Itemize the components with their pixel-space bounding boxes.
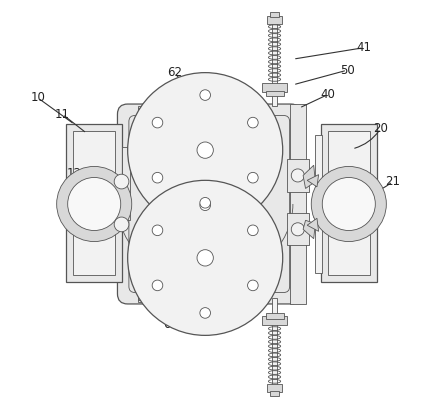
Bar	[262, 83, 287, 92]
Circle shape	[114, 217, 129, 232]
Circle shape	[128, 180, 283, 335]
Circle shape	[152, 280, 163, 290]
FancyBboxPatch shape	[117, 104, 301, 304]
Bar	[270, 12, 280, 17]
Bar	[267, 384, 282, 392]
Circle shape	[68, 177, 121, 231]
Bar	[138, 293, 172, 302]
Circle shape	[200, 308, 210, 318]
Bar	[138, 106, 172, 115]
Circle shape	[248, 280, 258, 291]
Circle shape	[152, 118, 163, 128]
Circle shape	[200, 90, 210, 100]
Circle shape	[200, 200, 210, 211]
Bar	[262, 316, 287, 325]
Bar	[218, 106, 252, 115]
Bar	[138, 296, 252, 300]
Text: 12: 12	[67, 167, 82, 180]
Text: 62: 62	[167, 66, 182, 79]
Circle shape	[248, 225, 258, 236]
Bar	[287, 213, 309, 245]
Bar	[121, 147, 130, 220]
Circle shape	[291, 169, 304, 182]
Circle shape	[248, 172, 258, 183]
Bar	[272, 298, 277, 392]
Circle shape	[197, 142, 214, 158]
Bar	[265, 313, 284, 319]
Text: 41: 41	[356, 41, 371, 54]
Text: 10: 10	[31, 91, 45, 104]
Bar	[287, 159, 309, 192]
Bar	[138, 108, 252, 112]
Circle shape	[291, 223, 304, 236]
Circle shape	[152, 172, 163, 183]
Bar	[290, 104, 306, 304]
Bar	[267, 16, 282, 24]
Bar	[66, 124, 121, 282]
Text: 30: 30	[92, 210, 106, 223]
Polygon shape	[307, 218, 319, 231]
Text: 40: 40	[320, 88, 335, 101]
Text: 11: 11	[55, 108, 70, 121]
Text: 22: 22	[338, 226, 354, 239]
Text: 62: 62	[163, 318, 178, 331]
Polygon shape	[307, 175, 319, 187]
Bar	[322, 124, 377, 282]
Bar	[270, 391, 280, 396]
Bar	[315, 135, 322, 273]
Circle shape	[322, 177, 375, 231]
Circle shape	[248, 118, 258, 128]
Circle shape	[114, 174, 129, 189]
Circle shape	[57, 166, 132, 242]
Bar	[265, 91, 284, 96]
Text: 50: 50	[340, 64, 354, 77]
Circle shape	[152, 225, 163, 236]
Circle shape	[128, 73, 283, 228]
Circle shape	[197, 250, 214, 266]
Bar	[327, 131, 370, 275]
Bar	[272, 16, 277, 106]
Bar	[73, 131, 116, 275]
Bar	[218, 293, 252, 302]
Circle shape	[311, 166, 386, 242]
Polygon shape	[303, 165, 315, 188]
Polygon shape	[303, 220, 315, 239]
Text: 20: 20	[373, 122, 388, 135]
Circle shape	[200, 197, 210, 208]
Text: 21: 21	[385, 175, 400, 188]
